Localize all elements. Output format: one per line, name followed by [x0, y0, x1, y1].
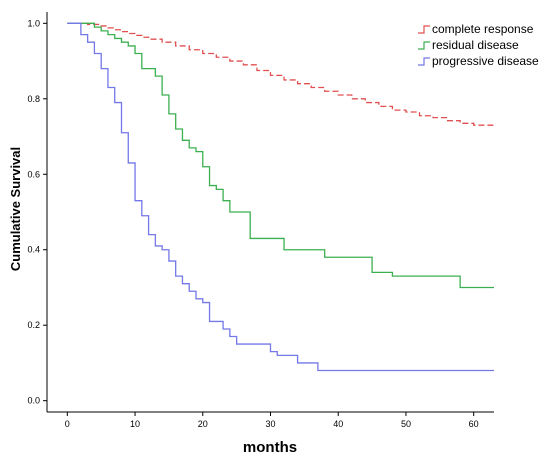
legend-label: progressive disease — [432, 54, 539, 68]
y-tick-label: 0.0 — [27, 396, 40, 406]
x-tick-label: 40 — [333, 419, 343, 429]
x-tick-label: 30 — [265, 419, 275, 429]
x-tick-label: 60 — [469, 419, 479, 429]
legend-label: residual disease — [432, 38, 519, 52]
x-tick-label: 20 — [198, 419, 208, 429]
legend: complete response residual disease progres… — [418, 22, 539, 68]
legend-item: progressive disease — [418, 54, 539, 68]
y-tick-label: 0.2 — [27, 320, 40, 330]
x-tick-label: 10 — [130, 419, 140, 429]
legend-symbol — [418, 25, 430, 34]
series-line-3 — [67, 22, 494, 372]
y-tick-label: 0.6 — [27, 169, 40, 179]
legend-item: residual disease — [418, 38, 519, 52]
series-line-1 — [67, 22, 494, 126]
legend-symbol — [418, 57, 430, 66]
series-layer — [67, 22, 494, 372]
legend-symbol — [418, 41, 430, 50]
series-line-2 — [67, 22, 494, 289]
legend-label: complete response — [432, 22, 534, 36]
x-tick-label: 0 — [65, 419, 70, 429]
y-tick-label: 0.4 — [27, 245, 40, 255]
y-tick-label: 0.8 — [27, 94, 40, 104]
axes-layer: 0 10 20 30 40 50 60 0.0 0.2 0.4 0.6 0.8 1.0 — [27, 12, 494, 429]
y-tick-label: 1.0 — [27, 18, 40, 28]
legend-item: complete response — [418, 22, 534, 36]
x-tick-label: 50 — [401, 419, 411, 429]
y-axis-label: Cumulative Survival — [8, 147, 23, 271]
x-axis-label: months — [243, 439, 297, 456]
